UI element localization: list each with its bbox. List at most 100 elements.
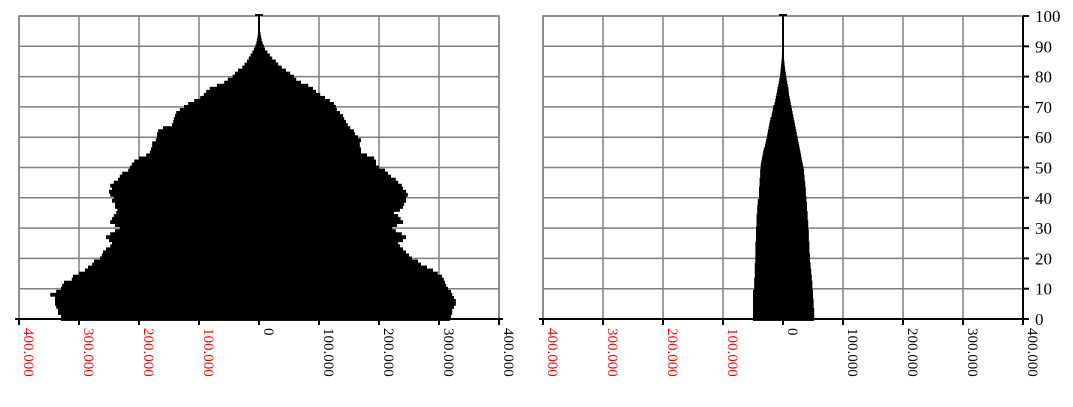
- chart-1-bar-right-age-19: [259, 259, 418, 264]
- chart-1-bar-right-age-28: [259, 232, 402, 237]
- chart-1-bar-left-age-2: [58, 311, 259, 315]
- chart-1-bar-left-age-13: [71, 277, 259, 282]
- chart-1-bar-left-age-69: [179, 108, 259, 112]
- chart-1-bar-left-age-72: [194, 98, 259, 103]
- chart-2-bar-left-age-69: [772, 108, 783, 112]
- chart-1-x-tick-label: 100.000: [320, 328, 336, 377]
- chart-2-bar-left-age-6: [753, 298, 783, 303]
- chart-1-bar-left-age-43: [112, 186, 259, 191]
- chart-1-bar-left-age-59: [155, 138, 259, 143]
- chart-2-bar-right-age-43: [783, 186, 806, 191]
- chart-2-bar-left-age-17: [754, 265, 783, 270]
- chart-2-x-tick-label: 200.000: [664, 328, 680, 377]
- chart-1-bar-right-age-2: [259, 311, 453, 315]
- chart-1-bar-right-age-82: [259, 68, 286, 73]
- chart-1-bar-right-age-27: [259, 235, 406, 240]
- chart-1-bar-left-age-75: [206, 89, 259, 94]
- chart-1-bar-left-age-24: [110, 244, 259, 249]
- chart-1-bar-left-age-5: [55, 301, 259, 306]
- chart-2-bar-left-age-28: [756, 232, 783, 237]
- chart-1-bar-right-age-75: [259, 89, 316, 94]
- chart-2-x-tick-label: 400.000: [1024, 328, 1040, 377]
- chart-1-bar-right-age-50: [259, 165, 379, 170]
- chart-1-bar-left-age-54: [146, 153, 259, 158]
- chart-2-bar-left-age-20: [755, 256, 783, 261]
- chart-2-bar-left-age-46: [759, 177, 783, 182]
- chart-1-bar-right-age-88: [259, 50, 268, 55]
- chart-2-bar-right-age-45: [783, 180, 806, 185]
- chart-2-bar-left-age-27: [756, 235, 783, 240]
- chart-2-bar-left-age-41: [759, 192, 783, 197]
- chart-1-bar-left-age-3: [58, 308, 259, 312]
- chart-2-bar-right-age-59: [783, 138, 798, 143]
- chart-2-bar-right-age-30: [783, 226, 809, 230]
- chart-1-bar-right-age-68: [259, 111, 340, 115]
- chart-1-bar-right-age-80: [259, 74, 294, 79]
- chart-1-bar-left-age-39: [112, 198, 259, 203]
- chart-2-y-tick-label: 10: [1035, 280, 1052, 299]
- chart-1-bar-right-age-29: [259, 229, 396, 234]
- chart-1-bar-left-age-92: [256, 38, 259, 43]
- chart-2-bar-right-age-9: [783, 289, 813, 294]
- chart-1-bar-left-age-52: [134, 159, 259, 164]
- chart-2-bar-right-age-14: [783, 274, 812, 279]
- chart-1-bar-left-age-88: [252, 50, 259, 55]
- chart-2-bar-right-age-20: [783, 256, 810, 261]
- chart-1-bar-left-age-53: [139, 156, 259, 161]
- chart-2-bar-right-age-23: [783, 247, 810, 252]
- chart-1-bar-right-age-91: [259, 41, 263, 46]
- chart-1-bar-right-age-47: [259, 174, 391, 179]
- chart-2-bar-left-age-53: [762, 156, 783, 161]
- chart-2-bar-right-age-27: [783, 235, 809, 240]
- chart-1-bar-right-age-18: [259, 262, 421, 267]
- chart-1-bar-left-age-65: [173, 120, 259, 124]
- chart-2-bar-right-age-18: [783, 262, 811, 267]
- chart-2-bar-right-age-69: [783, 108, 792, 112]
- chart-2-bar-right-age-51: [783, 162, 803, 167]
- chart-2-bar-right-age-3: [783, 308, 815, 312]
- chart-1-bar-left-age-73: [200, 95, 259, 100]
- chart-1-bar-right-age-42: [259, 189, 406, 194]
- chart-1-bar-left-age-44: [110, 183, 259, 188]
- chart-2-bar-right-age-6: [783, 298, 814, 303]
- chart-1-bar-left-age-19: [94, 259, 259, 264]
- chart-2-bar-left-age-9: [753, 289, 783, 294]
- chart-2-bar-right-age-82: [783, 68, 786, 73]
- chart-1-bar-left-age-7: [55, 295, 259, 300]
- chart-2-x-tick-label: 100.000: [844, 328, 860, 377]
- chart-2-bar-left-age-52: [761, 159, 783, 164]
- chart-1-bar-right-age-72: [259, 98, 330, 103]
- chart-2-bar-right-age-47: [783, 174, 805, 179]
- chart-1-bar-right-age-87: [259, 53, 270, 58]
- chart-1-bar-left-age-83: [242, 65, 259, 70]
- chart-1-bar-left-age-63: [163, 126, 259, 131]
- chart-2-bar-right-age-64: [783, 123, 795, 127]
- chart-2-x-tick-label: 200.000: [904, 328, 920, 377]
- chart-2-bar-right-age-5: [783, 301, 814, 306]
- chart-1-bar-right-age-5: [259, 301, 456, 306]
- chart-2-bar-left-age-57: [765, 144, 783, 149]
- chart-2-bar-right-age-34: [783, 214, 808, 218]
- chart-1-bar-right-age-8: [259, 292, 453, 297]
- chart-1-bar-right-age-36: [259, 208, 400, 212]
- chart-1-bar-right-age-45: [259, 180, 399, 185]
- chart-2-bar-right-age-46: [783, 177, 805, 182]
- chart-2-bar-left-age-40: [759, 195, 783, 200]
- chart-2-bar-left-age-15: [754, 271, 783, 276]
- chart-1-bar-left-age-4: [56, 304, 260, 309]
- chart-2-bar-right-age-66: [783, 117, 794, 121]
- chart-2-bar-left-age-63: [768, 126, 783, 131]
- chart-1-bar-left-age-29: [115, 229, 259, 234]
- chart-2-bar-right-age-28: [783, 232, 809, 237]
- chart-1-bar-right-age-16: [259, 268, 433, 273]
- chart-2-bar-left-age-66: [770, 117, 783, 121]
- chart-1-bar-left-age-45: [113, 180, 259, 185]
- chart-2-bar-right-age-4: [783, 304, 814, 309]
- chart-1-x-tick-label: 400.000: [500, 328, 516, 377]
- chart-1-bar-right-age-61: [259, 132, 355, 137]
- chart-2-bar-left-age-48: [760, 171, 783, 176]
- chart-2-bar-left-age-45: [759, 180, 783, 185]
- chart-2-bar-left-age-31: [756, 223, 783, 227]
- chart-2-bar-left-age-74: [776, 92, 783, 97]
